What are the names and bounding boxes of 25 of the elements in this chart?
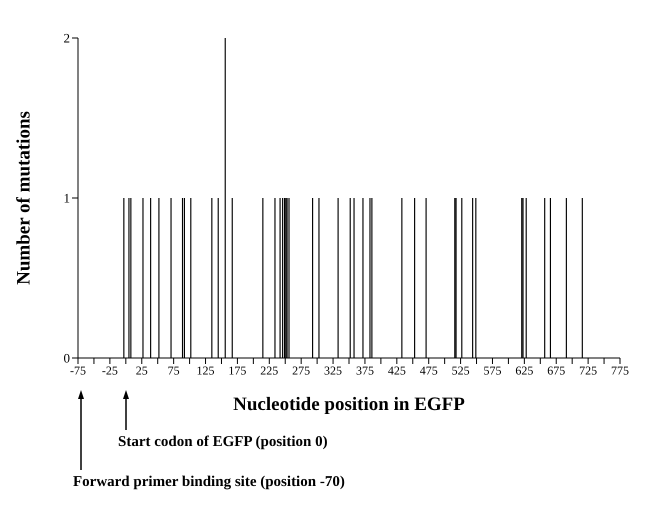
x-axis-title: Nucleotide position in EGFP [233, 394, 466, 415]
x-tick-label: 125 [196, 364, 215, 378]
x-tick-label: 75 [168, 364, 180, 378]
x-tick-label: -75 [70, 364, 86, 378]
x-tick-label: 425 [388, 364, 406, 378]
x-tick-label: 25 [136, 364, 148, 378]
y-tick-label: 0 [64, 350, 70, 366]
x-tick-label: 475 [420, 364, 438, 378]
x-tick-label: 725 [579, 364, 598, 378]
x-tick-label: 575 [483, 364, 502, 378]
y-axis-title: Number of mutations [14, 111, 35, 285]
x-tick-label: 175 [228, 364, 246, 378]
x-tick-label: 625 [515, 364, 534, 378]
x-tick-label: -25 [102, 364, 118, 378]
x-tick-label: 775 [611, 364, 629, 378]
x-tick-label: 525 [452, 364, 470, 378]
x-tick-label: 325 [324, 364, 342, 378]
x-tick-label: 225 [260, 364, 278, 378]
x-tick-label: 675 [547, 364, 566, 378]
y-tick-label: 2 [64, 30, 70, 46]
y-tick-label: 1 [64, 190, 70, 206]
text: Forward primer binding site (position -70) [73, 474, 345, 490]
x-tick-label: 375 [356, 364, 374, 378]
x-tick-label: 275 [292, 364, 310, 378]
text: Start codon of EGFP (position 0) [118, 434, 328, 450]
